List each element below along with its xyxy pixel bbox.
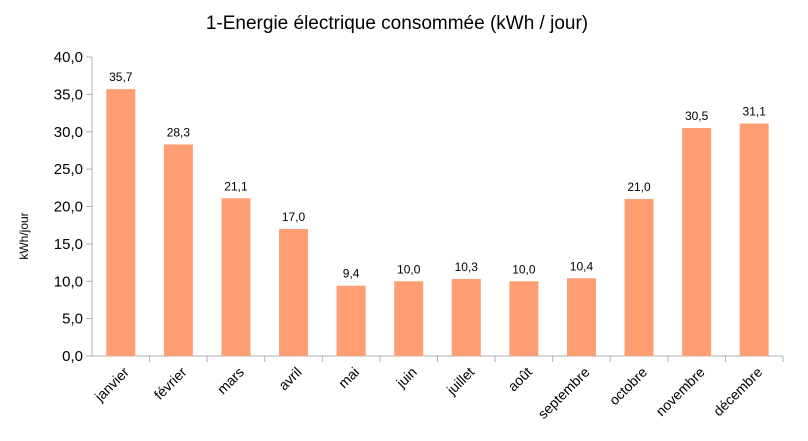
x-tick-label: mars <box>214 364 247 397</box>
data-label: 31,1 <box>743 105 767 119</box>
bar-3 <box>279 228 309 356</box>
y-axis-label: kWh/jour <box>17 212 31 259</box>
data-label: 9,4 <box>343 267 360 281</box>
x-tick-label: juillet <box>443 364 478 399</box>
y-tick-label: 5,0 <box>62 311 83 328</box>
data-label: 28,3 <box>167 125 191 139</box>
data-label: 10,0 <box>512 262 536 276</box>
y-tick-label: 0,0 <box>62 348 83 365</box>
bar-0 <box>106 89 136 356</box>
bar-8 <box>566 278 596 356</box>
data-label: 10,4 <box>570 259 594 273</box>
x-tick-label: septembre <box>534 364 592 422</box>
data-label: 17,0 <box>282 210 306 224</box>
y-tick-label: 35,0 <box>54 86 83 103</box>
bar-7 <box>509 281 539 356</box>
plot-area: 0,0 5,0 10,0 15,0 20,0 25,0 30,0 35,0 40,0 35,7 ja… <box>54 49 784 422</box>
y-tick-label: 20,0 <box>54 199 83 216</box>
x-tick-label: juin <box>392 364 419 391</box>
bar-2 <box>221 198 251 356</box>
bar-5 <box>394 281 424 356</box>
bar-9 <box>624 199 654 356</box>
x-tick-label: octobre <box>606 364 650 408</box>
x-tick-label: mai <box>335 364 362 391</box>
y-tick-label: 15,0 <box>54 236 83 253</box>
data-label: 35,7 <box>109 70 133 84</box>
y-tick-label: 10,0 <box>54 273 83 290</box>
x-tick-label: janvier <box>91 364 132 405</box>
x-tick-label: février <box>151 364 190 403</box>
y-tick-label: 25,0 <box>54 161 83 178</box>
y-tick-label: 30,0 <box>54 124 83 141</box>
data-label: 10,0 <box>397 262 421 276</box>
data-label: 21,0 <box>627 180 651 194</box>
chart-title: 1-Energie électrique consommée (kWh / jo… <box>206 13 588 34</box>
y-tick-label: 40,0 <box>54 49 83 66</box>
data-label: 21,1 <box>224 179 248 193</box>
x-tick-label: décembre <box>710 364 765 419</box>
x-tick-label: août <box>504 364 535 395</box>
bar-6 <box>451 279 481 356</box>
bar-11 <box>739 123 769 356</box>
data-label: 30,5 <box>685 109 709 123</box>
x-tick-label: avril <box>275 364 304 393</box>
bar-1 <box>163 144 193 356</box>
bar-4 <box>336 285 366 356</box>
data-label: 10,3 <box>455 260 479 274</box>
bar-10 <box>682 128 712 356</box>
x-tick-label: novembre <box>652 364 707 419</box>
